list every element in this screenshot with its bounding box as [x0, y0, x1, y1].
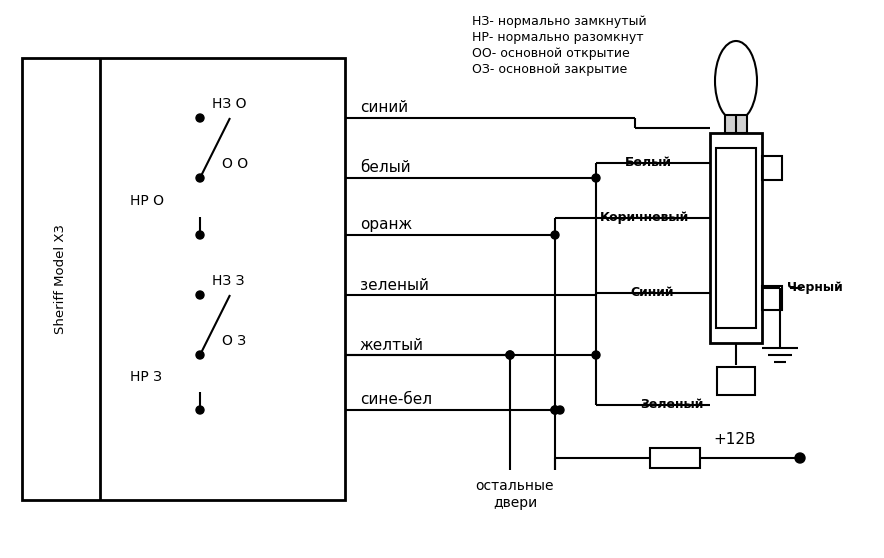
Circle shape	[506, 351, 514, 359]
Circle shape	[196, 351, 204, 359]
Bar	[716, 148, 756, 328]
Text: Sheriff Model X3: Sheriff Model X3	[55, 224, 67, 334]
Bar	[650, 448, 700, 468]
Circle shape	[551, 231, 559, 239]
Text: ОЗ- основной закрытие: ОЗ- основной закрытие	[472, 63, 628, 76]
Text: О З: О З	[222, 334, 246, 348]
Circle shape	[592, 351, 600, 359]
Bar	[710, 133, 762, 343]
Bar	[762, 156, 782, 180]
Circle shape	[196, 231, 204, 239]
Text: Зеленый: Зеленый	[640, 398, 704, 411]
Circle shape	[196, 291, 204, 299]
Text: НЗ О: НЗ О	[212, 97, 247, 111]
Text: НР- нормально разомкнут: НР- нормально разомкнут	[472, 31, 644, 44]
Text: оранж: оранж	[360, 218, 412, 233]
Bar	[725, 115, 747, 133]
Bar	[762, 286, 782, 310]
Circle shape	[551, 406, 559, 414]
Text: зеленый: зеленый	[360, 277, 429, 292]
Text: сине-бел: сине-бел	[360, 392, 432, 407]
Text: НЗ- нормально замкнутый: НЗ- нормально замкнутый	[472, 15, 646, 28]
Bar	[717, 367, 755, 395]
Text: Черный: Черный	[787, 281, 842, 295]
Circle shape	[592, 174, 600, 182]
Text: НР З: НР З	[130, 370, 162, 384]
Text: Коричневый: Коричневый	[600, 211, 690, 224]
Bar	[22, 58, 345, 500]
Circle shape	[556, 406, 564, 414]
Text: +12В: +12В	[713, 432, 756, 448]
Text: НР О: НР О	[130, 194, 164, 208]
Text: желтый: желтый	[360, 338, 424, 353]
Text: белый: белый	[360, 161, 411, 176]
Circle shape	[196, 174, 204, 182]
Circle shape	[196, 406, 204, 414]
Text: Белый: Белый	[625, 156, 672, 170]
Circle shape	[196, 114, 204, 122]
Text: Синий: Синий	[630, 286, 674, 300]
Text: двери: двери	[493, 496, 537, 510]
Circle shape	[506, 351, 514, 359]
Text: остальные: остальные	[476, 479, 554, 493]
Text: О О: О О	[222, 157, 248, 171]
Text: ОО- основной открытие: ОО- основной открытие	[472, 47, 629, 60]
Text: синий: синий	[360, 100, 408, 116]
Circle shape	[795, 453, 805, 463]
Circle shape	[551, 406, 559, 414]
Text: НЗ З: НЗ З	[212, 274, 245, 288]
